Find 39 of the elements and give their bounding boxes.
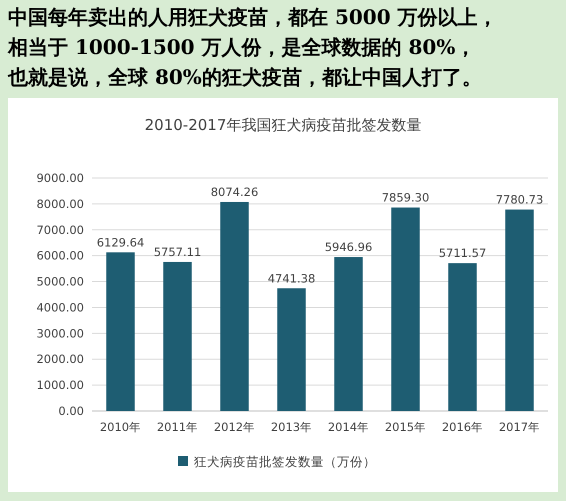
text: 也就是说，全球 80%的狂犬疫苗，都让中国人打了。: [7, 65, 482, 89]
x-tick-label: 2010年: [100, 420, 142, 434]
y-tick-label: 2000.00: [36, 352, 84, 366]
x-tick-label: 2011年: [156, 420, 198, 434]
x-tick-label: 2015年: [384, 420, 426, 434]
y-tick-label: 4000.00: [36, 300, 84, 314]
bar: [277, 288, 306, 411]
legend-label: 狂犬病疫苗批签发数量（万份）: [194, 454, 376, 469]
y-tick-label: 7000.00: [36, 222, 84, 237]
data-label: 5946.96: [324, 240, 372, 254]
bar: [505, 210, 534, 411]
text: 中国每年卖出的人用狂犬疫苗，都在 5000 万份以上，: [8, 5, 498, 29]
data-label: 4741.38: [268, 271, 316, 286]
x-tick-label: 2012年: [214, 420, 256, 434]
x-tick-label: 2014年: [328, 420, 370, 434]
text: 相当于 1000-1500 万人份，是全球数据的 80%，: [7, 35, 476, 59]
bar: [163, 262, 192, 411]
data-label: 7780.73: [496, 192, 544, 207]
x-tick-label: 2013年: [270, 420, 312, 434]
data-label: 8074.26: [210, 184, 258, 199]
y-tick-label: 5000.00: [36, 274, 84, 289]
bar: [220, 202, 249, 411]
y-tick-label: 8000.00: [36, 196, 84, 211]
data-label: 7859.30: [382, 190, 430, 205]
bar: [334, 257, 363, 411]
data-label: 6129.64: [96, 235, 144, 250]
y-tick-label: 6000.00: [36, 248, 84, 263]
data-label: 5757.11: [154, 244, 202, 259]
x-tick-label: 2017年: [498, 420, 540, 434]
x-tick-label: 2016年: [442, 420, 484, 434]
bar: [391, 208, 420, 411]
chart-title: 2010-2017年我国狂犬病疫苗批签发数量: [144, 116, 422, 134]
bar: [448, 263, 477, 411]
y-tick-label: 3000.00: [36, 326, 84, 340]
y-tick-label: 1000.00: [36, 378, 84, 392]
bar: [106, 252, 135, 411]
y-tick-label: 0.00: [58, 404, 84, 418]
data-label: 5711.57: [438, 246, 486, 260]
y-tick-label: 9000.00: [36, 171, 84, 185]
